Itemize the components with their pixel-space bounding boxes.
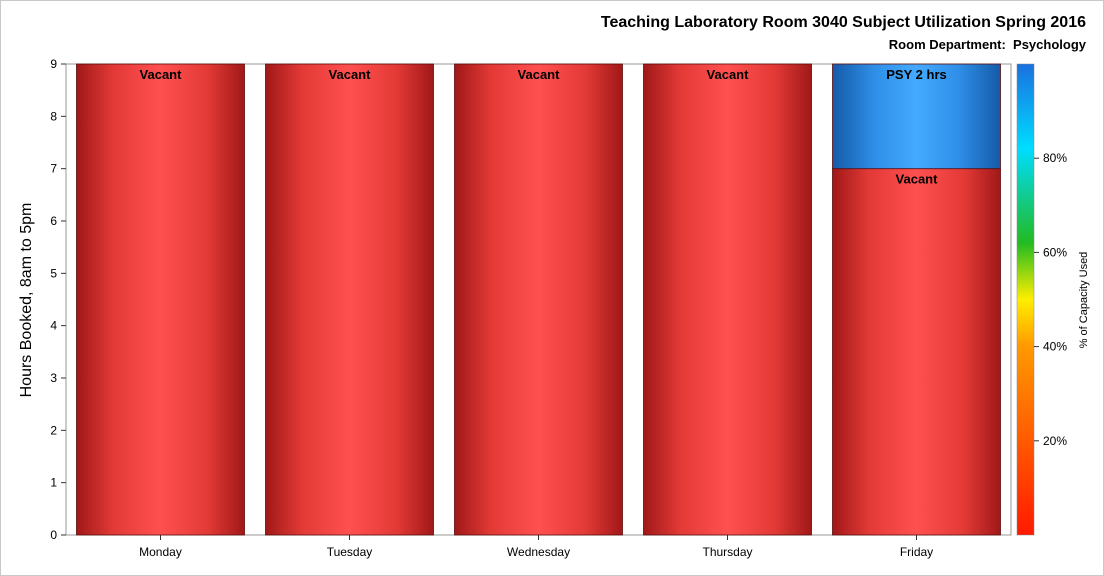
- y-tick-label: 5: [50, 266, 57, 280]
- chart-title: Teaching Laboratory Room 3040 Subject Ut…: [600, 14, 1086, 31]
- y-tick-label: 4: [50, 319, 57, 333]
- bar-segment-vacant: [832, 168, 1001, 536]
- bar-label: Vacant: [140, 67, 183, 82]
- colorbar-tick-label: 60%: [1043, 245, 1067, 259]
- bar-label: Vacant: [896, 172, 939, 187]
- bar-segment-vacant: [76, 63, 245, 536]
- chart-subtitle: Room Department: Psychology: [888, 37, 1086, 52]
- x-tick-label: Wednesday: [507, 545, 570, 559]
- y-tick-label: 0: [50, 528, 57, 542]
- colorbar: 20% 40% 60% 80%: [1016, 63, 1067, 536]
- x-tick-label: Monday: [139, 545, 182, 559]
- bar-segment-vacant: [643, 63, 812, 536]
- x-tick-label: Tuesday: [327, 545, 373, 559]
- bar-segment-vacant: [265, 63, 434, 536]
- bar-labels: Vacant Vacant Vacant Vacant Vacant PSY 2 hrs: [140, 67, 947, 187]
- colorbar-label: % of Capacity Used: [1078, 252, 1090, 349]
- y-tick-label: 1: [50, 476, 57, 490]
- bar-label: Vacant: [518, 67, 561, 82]
- bar-segment-vacant: [454, 63, 623, 536]
- y-tick-label: 8: [50, 109, 57, 123]
- x-tick-label: Thursday: [702, 545, 752, 559]
- bar-segment-psy: [832, 63, 1001, 170]
- y-tick-label: 7: [50, 162, 57, 176]
- colorbar-tick-label: 20%: [1043, 434, 1067, 448]
- y-axis-label: Hours Booked, 8am to 5pm: [18, 203, 35, 398]
- y-tick-label: 6: [50, 214, 57, 228]
- x-tick-label: Friday: [900, 545, 933, 559]
- bar-label: PSY 2 hrs: [886, 67, 946, 82]
- bar-label: Vacant: [329, 67, 372, 82]
- bar-label: Vacant: [707, 67, 750, 82]
- y-tick-label: 2: [50, 423, 57, 437]
- colorbar-tick-label: 80%: [1043, 151, 1067, 165]
- y-tick-label: 3: [50, 371, 57, 385]
- colorbar-gradient: [1016, 63, 1035, 536]
- y-tick-label: 9: [50, 57, 57, 71]
- bars: [76, 63, 1001, 536]
- colorbar-tick-label: 40%: [1043, 340, 1067, 354]
